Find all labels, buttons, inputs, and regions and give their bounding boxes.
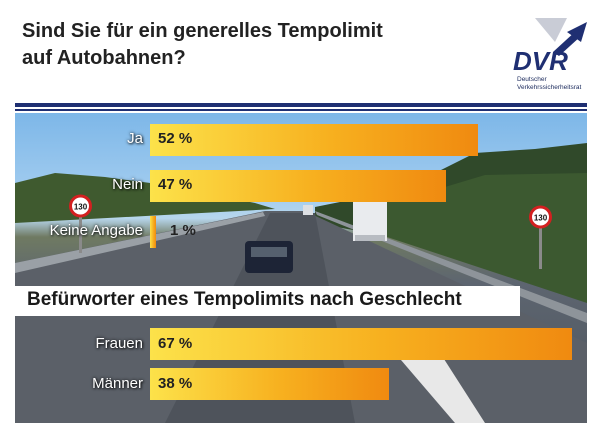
page-title: Sind Sie für ein generelles Tempolimit a… (22, 18, 492, 72)
bar-nein (150, 170, 447, 202)
bar-ja (150, 124, 478, 156)
speed-limit-value: 130 (74, 203, 88, 212)
bar-label-ja: Ja (127, 130, 143, 147)
bar-value-ja: 52 % (158, 130, 193, 147)
dvr-logo-mark: DVR (513, 18, 587, 76)
chart-subtitle: Befürworter eines Tempolimits nach Gesch… (27, 289, 462, 310)
logo-line-2: Verkehrssicherheitsrat (517, 84, 582, 91)
logo-caption: Deutscher Verkehrssicherheitsrat (517, 76, 581, 92)
speed-limit-value: 130 (534, 214, 548, 223)
title-line-1: Sind Sie für ein generelles Tempolimit (22, 20, 383, 42)
bar-label-maenner: Männer (92, 375, 143, 392)
bar-frauen (150, 328, 572, 360)
bar-value-nein: 47 % (158, 176, 193, 193)
header-rule-thin (15, 109, 587, 111)
speed-limit-sign-right: 130 (529, 205, 552, 269)
logo-wordmark: DVR (513, 46, 568, 76)
subtitle-panel: Befürworter eines Tempolimits nach Gesch… (15, 286, 520, 316)
bar-label-nein: Nein (112, 176, 143, 193)
bar-maenner (150, 368, 390, 400)
header-rule (15, 103, 587, 107)
bar-keine-angabe (150, 216, 157, 248)
logo-line-1: Deutscher (517, 76, 547, 83)
speed-limit-sign-left: 130 (69, 194, 92, 253)
bar-label-frauen: Frauen (95, 335, 143, 352)
bar-value-maenner: 38 % (158, 375, 193, 392)
dvr-logo: DVR Deutscher Verkehrssicherheitsrat (495, 12, 595, 97)
bar-label-keine-angabe: Keine Angabe (49, 222, 143, 239)
bar-value-frauen: 67 % (158, 335, 193, 352)
bar-value-keine-angabe: 1 % (170, 222, 196, 239)
title-line-2: auf Autobahnen? (22, 47, 186, 69)
